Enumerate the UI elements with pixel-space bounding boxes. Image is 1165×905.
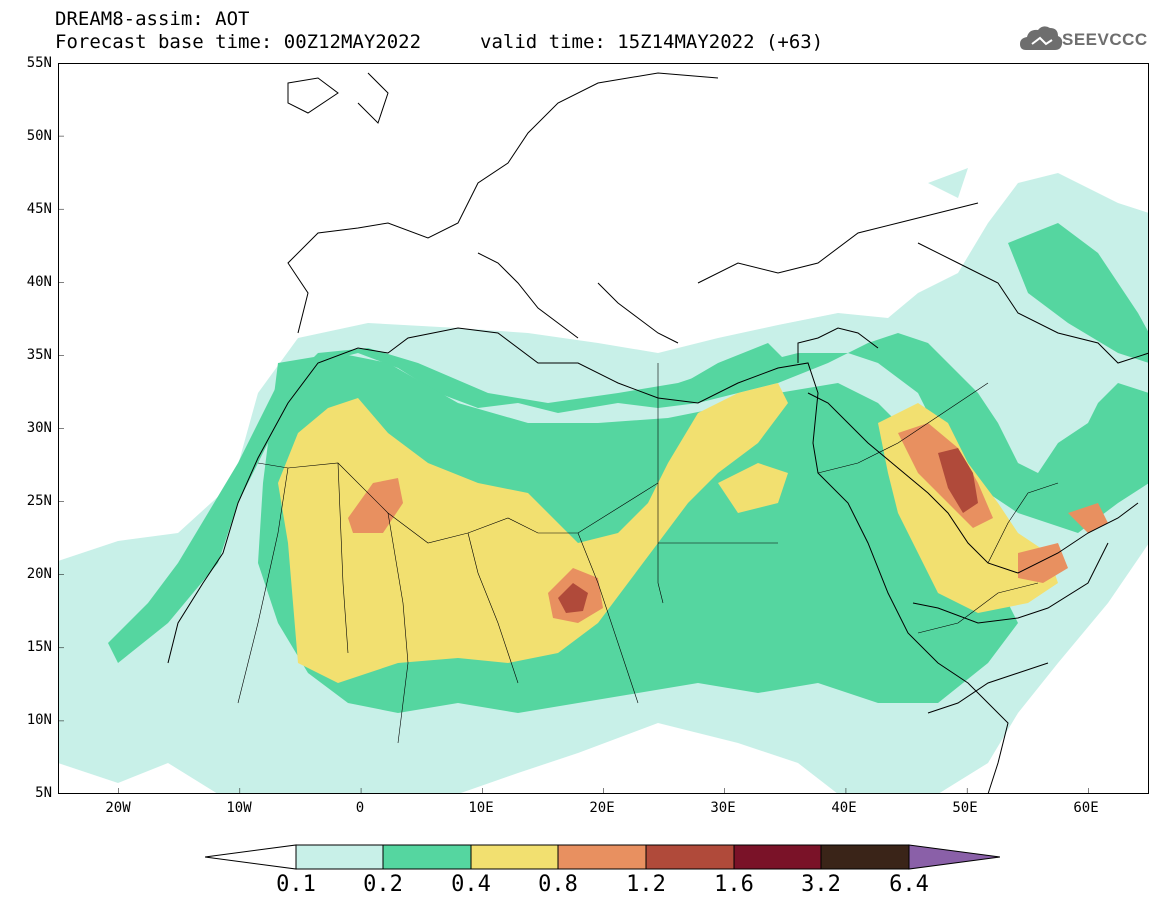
lon-label: 10E <box>468 800 494 816</box>
lon-label: 20W <box>105 800 131 816</box>
colorbar-label: 0.8 <box>538 872 578 897</box>
colorbar-bin <box>820 844 910 870</box>
colorbar-bin <box>733 844 822 870</box>
lon-label: 0 <box>355 800 365 816</box>
map-title: DREAM8-assim: AOT <box>55 8 250 30</box>
lat-label: 5N <box>35 785 52 801</box>
lat-label: 40N <box>26 274 52 290</box>
colorbar-bin <box>295 844 384 870</box>
logo-text: SEEVCCC <box>1062 30 1148 49</box>
lon-label: 10W <box>226 800 252 816</box>
borders <box>237 363 1059 744</box>
lat-label: 30N <box>26 420 52 436</box>
colorbar <box>205 844 1000 870</box>
colorbar-label: 6.4 <box>889 872 929 897</box>
lat-label: 50N <box>26 128 52 144</box>
lon-label: 30E <box>710 800 736 816</box>
lon-label: 40E <box>831 800 857 816</box>
cloud-logo-icon <box>1020 26 1063 50</box>
aot-level-1.2 <box>558 448 978 613</box>
colorbar-label: 3.2 <box>801 872 841 897</box>
colorbar-bin <box>470 844 559 870</box>
valid-time: valid time: 15Z14MAY2022 (+63) <box>480 31 824 53</box>
lat-label: 35N <box>26 347 52 363</box>
lat-label: 45N <box>26 201 52 217</box>
lon-label: 20E <box>589 800 615 816</box>
colorbar-label: 0.1 <box>276 872 316 897</box>
colorbar-bin <box>557 844 647 870</box>
lat-label: 15N <box>26 639 52 655</box>
lat-label: 10N <box>26 712 52 728</box>
colorbar-label: 1.6 <box>714 872 754 897</box>
coastlines <box>167 72 1149 794</box>
colorbar-label: 0.4 <box>451 872 491 897</box>
colorbar-label: 0.2 <box>363 872 403 897</box>
lon-label: 60E <box>1073 800 1099 816</box>
lat-label: 20N <box>26 566 52 582</box>
lon-label: 50E <box>952 800 978 816</box>
aot-map <box>58 63 1149 794</box>
forecast-base-time: Forecast base time: 00Z12MAY2022 <box>55 31 422 53</box>
lat-label: 55N <box>26 55 52 71</box>
colorbar-label: 1.2 <box>626 872 666 897</box>
lat-label: 25N <box>26 493 52 509</box>
colorbar-bin <box>382 844 472 870</box>
colorbar-bin <box>645 844 735 870</box>
